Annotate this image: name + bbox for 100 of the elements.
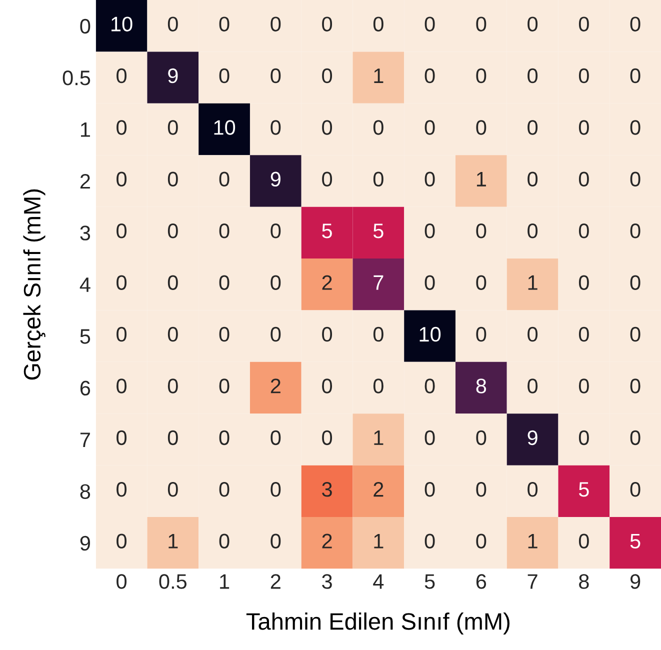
data-label: 0 <box>528 482 538 497</box>
data-label: 0 <box>322 16 332 32</box>
data-label: 5 <box>578 482 589 497</box>
data-label: 0 <box>270 482 281 497</box>
data-label: 10 <box>112 16 132 32</box>
x-tick-label: 6 <box>476 574 486 589</box>
x-tick-label: 3 <box>322 574 332 589</box>
data-label: 0 <box>424 430 435 446</box>
data-label: 0 <box>322 172 332 187</box>
data-label: 0 <box>528 326 538 342</box>
y-tick-label: 6 <box>80 380 90 396</box>
data-label: 0 <box>270 326 281 342</box>
data-label: 0 <box>476 68 486 84</box>
data-label: 0 <box>322 378 332 394</box>
y-tick-label: 3 <box>80 226 90 240</box>
data-label: 0 <box>424 275 435 290</box>
y-tick-label: 9 <box>80 536 90 551</box>
data-label: 7 <box>374 275 384 290</box>
data-label: 0 <box>424 172 435 187</box>
data-label: 0 <box>219 534 230 548</box>
data-label: 0 <box>116 120 127 135</box>
data-label: 0 <box>116 275 127 290</box>
data-label: 0 <box>578 68 589 84</box>
data-label: 0 <box>578 326 589 342</box>
data-label: 0 <box>528 16 538 32</box>
data-label: 0 <box>630 68 640 84</box>
data-label: 0 <box>476 275 486 290</box>
data-label: 0 <box>168 326 178 342</box>
x-tick-label: 7 <box>528 574 538 589</box>
data-label: 0 <box>578 172 589 187</box>
data-label: 0 <box>116 534 127 548</box>
y-tick-label: 1 <box>80 122 90 137</box>
data-label: 0 <box>219 430 230 446</box>
data-label: 0 <box>270 16 281 32</box>
data-label: 1 <box>528 534 538 548</box>
data-label: 0 <box>424 16 435 32</box>
data-label: 0 <box>219 378 230 394</box>
data-label: 0 <box>528 68 538 84</box>
data-label: 0 <box>219 482 230 497</box>
data-label: 0 <box>373 378 384 394</box>
data-label: 8 <box>476 378 486 394</box>
data-label: 0 <box>219 68 230 84</box>
data-label: 9 <box>270 172 280 187</box>
data-label: 10 <box>214 120 236 135</box>
data-label: 0 <box>630 120 640 135</box>
data-label: 2 <box>322 534 332 548</box>
data-label: 0 <box>630 378 640 394</box>
data-label: 0 <box>270 275 281 290</box>
data-label: 0 <box>528 224 538 238</box>
data-label: 0 <box>630 482 640 497</box>
data-label: 0 <box>476 534 486 548</box>
data-label: 0 <box>116 430 127 446</box>
data-label: 0 <box>578 534 589 548</box>
data-label: 0 <box>168 16 178 32</box>
data-label: 0 <box>168 482 178 497</box>
data-label: 0 <box>116 326 127 342</box>
y-tick-label: 0.5 <box>62 70 90 86</box>
data-label: 5 <box>373 224 384 238</box>
data-label: 1 <box>168 534 178 548</box>
data-label: 0 <box>219 224 230 238</box>
x-tick-label: 8 <box>579 574 589 589</box>
data-label: 0 <box>322 68 332 84</box>
data-label: 0 <box>476 482 486 497</box>
x-tick-label: 1 <box>220 574 230 589</box>
data-label: 0 <box>168 275 178 290</box>
data-label: 9 <box>168 68 178 84</box>
data-label: 0 <box>168 378 178 394</box>
x-tick-label: 4 <box>373 574 384 589</box>
data-label: 3 <box>322 482 332 497</box>
data-label: 0 <box>578 378 589 394</box>
data-label: 0 <box>116 378 127 394</box>
data-label: 0 <box>373 172 384 187</box>
data-label: 0 <box>116 482 127 497</box>
data-label: 0 <box>630 224 640 238</box>
y-axis-title: Gerçek Sınıf (mM) <box>23 189 46 380</box>
data-label: 0 <box>373 326 384 342</box>
data-label: 0 <box>116 68 127 84</box>
data-label: 1 <box>374 430 384 445</box>
data-label: 0 <box>322 430 332 446</box>
data-label: 0 <box>528 172 538 187</box>
data-label: 0 <box>476 430 486 446</box>
data-label: 2 <box>270 378 280 394</box>
data-label: 0 <box>630 172 640 187</box>
data-label: 0 <box>424 482 435 497</box>
data-label: 0 <box>424 378 435 394</box>
data-label: 0 <box>578 430 589 446</box>
data-label: 5 <box>630 534 640 548</box>
data-label: 1 <box>374 534 384 548</box>
data-label: 0 <box>168 224 178 238</box>
data-label: 9 <box>528 430 538 446</box>
y-tick-label: 2 <box>80 174 90 189</box>
data-label: 0 <box>322 120 332 135</box>
data-label: 1 <box>528 275 538 290</box>
y-tick-label: 0 <box>80 18 90 34</box>
data-label: 10 <box>420 326 441 342</box>
data-label: 0 <box>219 275 230 290</box>
data-label: 0 <box>476 16 486 32</box>
y-tick-label: 8 <box>80 484 90 499</box>
data-label: 2 <box>374 482 384 497</box>
data-label: 5 <box>322 224 332 238</box>
